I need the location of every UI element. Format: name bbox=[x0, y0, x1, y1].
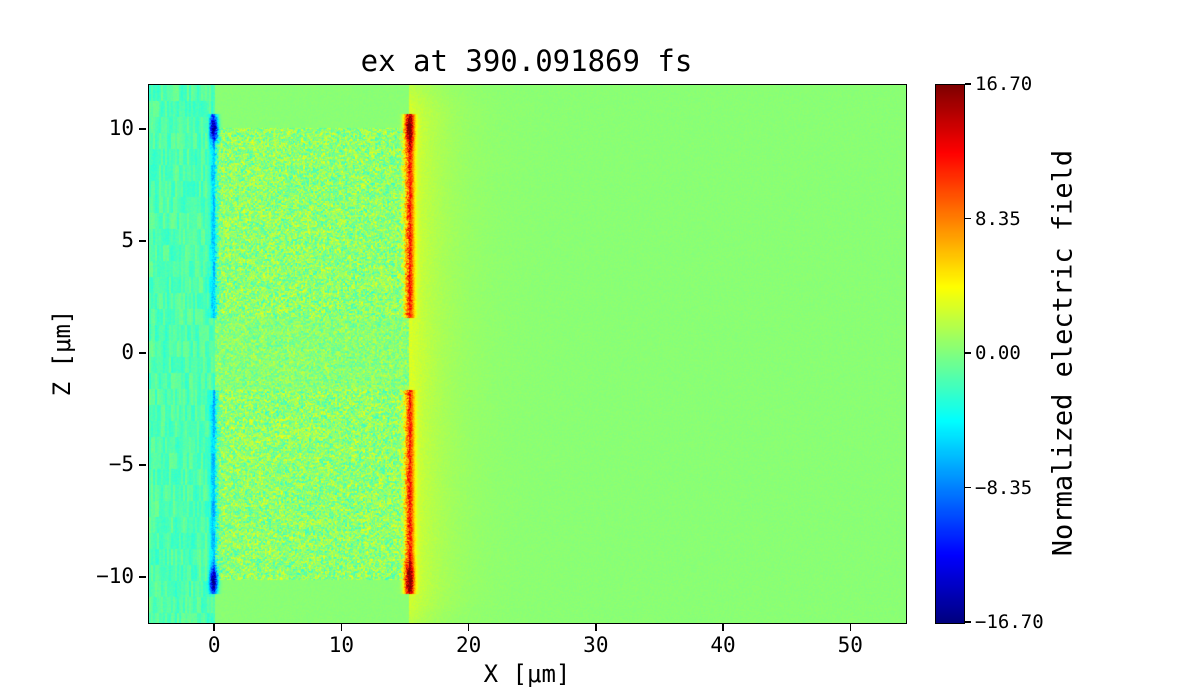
x-tick-label: 0 bbox=[207, 633, 221, 657]
y-tick-mark bbox=[139, 128, 146, 130]
heatmap-canvas bbox=[149, 85, 906, 623]
x-tick-mark bbox=[722, 624, 724, 631]
y-tick-label: 5 bbox=[121, 227, 134, 252]
chart-title: ex at 390.091869 fs bbox=[360, 44, 693, 78]
x-tick-label: 40 bbox=[710, 633, 736, 657]
y-tick-mark bbox=[139, 240, 146, 242]
colorbar-tick-mark bbox=[964, 217, 971, 220]
colorbar-tick-label: 16.70 bbox=[975, 73, 1033, 95]
x-tick-mark bbox=[213, 624, 215, 631]
x-tick-mark bbox=[340, 624, 343, 631]
y-tick-label: 10 bbox=[108, 115, 134, 140]
x-axis-label: X [μm] bbox=[483, 660, 571, 688]
colorbar-tick-label: −16.70 bbox=[975, 611, 1044, 633]
x-tick-label: 30 bbox=[583, 633, 609, 657]
y-tick-label: −5 bbox=[108, 452, 134, 477]
colorbar-label: Normalized electric field bbox=[1047, 149, 1079, 557]
colorbar-tick-mark bbox=[964, 83, 971, 85]
x-tick-label: 10 bbox=[328, 633, 355, 657]
colorbar-tick-mark bbox=[964, 486, 971, 489]
colorbar-tick-mark bbox=[964, 352, 971, 354]
x-tick-label: 20 bbox=[455, 633, 482, 657]
y-tick-mark bbox=[139, 464, 146, 466]
x-tick-mark bbox=[849, 624, 852, 631]
plot-area bbox=[148, 84, 907, 624]
colorbar-tick-mark bbox=[964, 621, 971, 623]
y-tick-mark bbox=[139, 352, 146, 354]
y-tick-mark bbox=[139, 576, 146, 578]
y-tick-label: −10 bbox=[96, 564, 134, 589]
colorbar-tick-label: 0.00 bbox=[975, 342, 1021, 364]
colorbar bbox=[935, 84, 965, 624]
colorbar-tick-label: 8.35 bbox=[975, 207, 1021, 230]
y-tick-label: 0 bbox=[121, 340, 134, 364]
x-tick-label: 50 bbox=[837, 633, 863, 657]
x-tick-mark bbox=[467, 624, 470, 631]
colorbar-tick-label: −8.35 bbox=[975, 476, 1033, 499]
colorbar-canvas bbox=[936, 85, 964, 623]
x-tick-mark bbox=[595, 624, 597, 631]
